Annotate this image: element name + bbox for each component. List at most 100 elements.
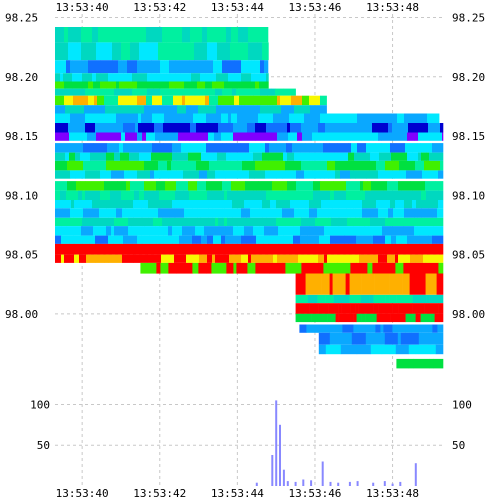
heatmap-cell — [100, 190, 104, 201]
heatmap-cell — [222, 181, 232, 191]
heatmap-cell — [238, 27, 243, 43]
heatmap-cell — [231, 27, 239, 43]
heatmap-cell — [301, 262, 314, 274]
x-tick-label-bottom: 13:53:40 — [56, 487, 109, 500]
heatmap-cell — [196, 160, 210, 171]
heatmap-cell — [304, 243, 317, 255]
heatmap-cell — [174, 254, 187, 263]
heatmap-cell — [395, 254, 399, 263]
heatmap-cell — [299, 324, 307, 333]
heatmap-cell — [156, 190, 160, 201]
heatmap-cell — [258, 113, 262, 123]
heatmap-cell — [313, 262, 324, 274]
heatmap-cell — [133, 217, 143, 227]
volume-bar — [329, 481, 332, 486]
heatmap-cell — [424, 217, 437, 227]
heatmap-cell — [255, 81, 260, 89]
heatmap-cell — [240, 143, 250, 153]
heatmap-cell — [269, 105, 273, 114]
heatmap-cell — [81, 27, 93, 43]
heatmap-cell — [387, 181, 399, 191]
heatmap-cell — [55, 217, 60, 227]
heatmap-cell — [389, 243, 396, 255]
heatmap-cell — [438, 262, 442, 274]
heatmap-cell — [135, 123, 139, 133]
heatmap-cell — [408, 243, 423, 255]
heatmap-cell — [234, 95, 240, 106]
heatmap-cell — [183, 190, 190, 201]
heatmap-cell — [158, 42, 165, 61]
heatmap-cell — [224, 217, 228, 227]
heatmap-cell — [127, 60, 138, 74]
heatmap-cell — [116, 113, 121, 123]
heatmap-cell — [88, 60, 101, 74]
heatmap-cell — [175, 217, 187, 227]
heatmap-cell — [114, 88, 129, 96]
heatmap-cell — [293, 160, 302, 171]
heatmap-cell — [144, 190, 154, 201]
heatmap-cell — [359, 324, 376, 333]
heatmap-cell — [184, 208, 198, 218]
heatmap-cell — [267, 254, 274, 263]
heatmap-cell — [249, 143, 266, 153]
heatmap-cell — [359, 254, 366, 263]
heatmap-cell — [429, 254, 444, 263]
price-tick-label-right: 98.05 — [452, 249, 485, 262]
heatmap-cell — [84, 105, 89, 114]
heatmap-cell — [137, 235, 142, 244]
heatmap-cell — [374, 243, 390, 255]
heatmap-cell — [359, 217, 371, 227]
heatmap-cell — [68, 123, 76, 133]
heatmap-cell — [205, 60, 214, 74]
heatmap-cell — [169, 60, 176, 74]
heatmap-cell — [416, 200, 422, 209]
heatmap-cell — [236, 262, 248, 274]
heatmap-cell — [365, 254, 369, 263]
heatmap-cell — [73, 132, 88, 141]
heatmap-cell — [290, 200, 299, 209]
heatmap-cell — [218, 113, 222, 123]
heatmap-cell — [98, 113, 110, 123]
heatmap-cell — [373, 303, 379, 314]
heatmap-cell — [438, 303, 444, 314]
heatmap-cell — [212, 254, 216, 263]
heatmap-cell — [415, 344, 420, 355]
heatmap-cell — [398, 303, 413, 314]
heatmap-cell — [211, 105, 217, 114]
heatmap-cell — [408, 358, 414, 369]
heatmap-cell — [126, 181, 131, 191]
heatmap-cell — [80, 152, 91, 161]
heatmap-cell — [276, 170, 283, 179]
heatmap-cell — [197, 181, 207, 191]
heatmap-cell — [212, 81, 216, 89]
heatmap-cell — [106, 160, 113, 171]
heatmap-cell — [208, 208, 213, 218]
heatmap-cell — [154, 170, 169, 179]
heatmap-cell — [73, 235, 81, 244]
heatmap-cell — [245, 181, 259, 191]
heatmap-cell — [415, 160, 425, 171]
heatmap-cell — [335, 170, 341, 179]
heatmap-cell — [332, 273, 346, 295]
heatmap-cell — [318, 332, 324, 345]
heatmap-cell — [365, 332, 372, 345]
heatmap-cell — [233, 132, 240, 141]
heatmap-cell — [338, 303, 342, 314]
heatmap-cell — [356, 313, 362, 323]
heatmap-cell — [67, 160, 84, 171]
heatmap-cell — [73, 95, 89, 106]
heatmap-cell — [437, 208, 444, 218]
heatmap-cell — [192, 200, 209, 209]
heatmap-cell — [350, 262, 357, 274]
heatmap-cell — [231, 113, 238, 123]
heatmap-cell — [195, 226, 205, 236]
heatmap-cell — [114, 217, 129, 227]
heatmap-cell — [120, 152, 130, 161]
heatmap-cell — [302, 132, 313, 141]
heatmap-cell — [419, 235, 429, 244]
x-tick-label-bottom: 13:53:48 — [366, 487, 419, 500]
heatmap-cell — [238, 254, 242, 263]
heatmap-cell — [418, 132, 430, 141]
heatmap-cell — [255, 160, 261, 171]
heatmap-cell — [225, 235, 242, 244]
